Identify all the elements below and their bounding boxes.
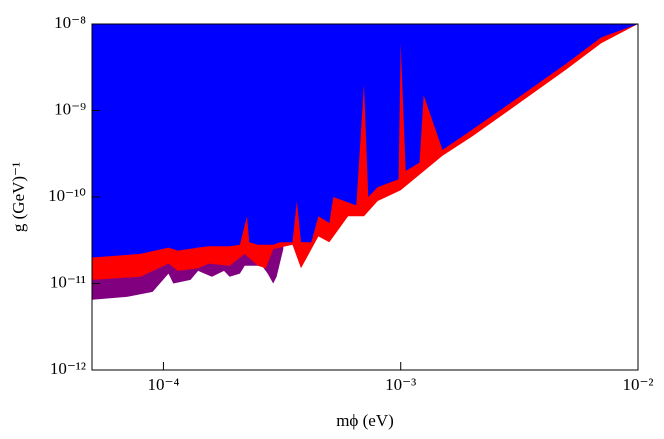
y-tick-label: 10⁻⁸ — [54, 13, 86, 32]
x-tick-label: 10⁻⁴ — [147, 375, 179, 394]
y-axis-label: g (GeV)⁻¹ — [9, 162, 28, 232]
y-tick-label: 10⁻¹¹ — [50, 272, 86, 291]
x-tick-label: 10⁻³ — [385, 375, 416, 394]
exclusion-area — [92, 24, 638, 258]
x-axis-label: mϕ (eV) — [336, 411, 394, 430]
x-tick-label: 10⁻² — [622, 375, 653, 394]
y-tick-label: 10⁻⁹ — [54, 99, 86, 118]
y-tick-label: 10⁻¹² — [50, 359, 86, 378]
y-tick-label: 10⁻¹⁰ — [48, 186, 86, 205]
